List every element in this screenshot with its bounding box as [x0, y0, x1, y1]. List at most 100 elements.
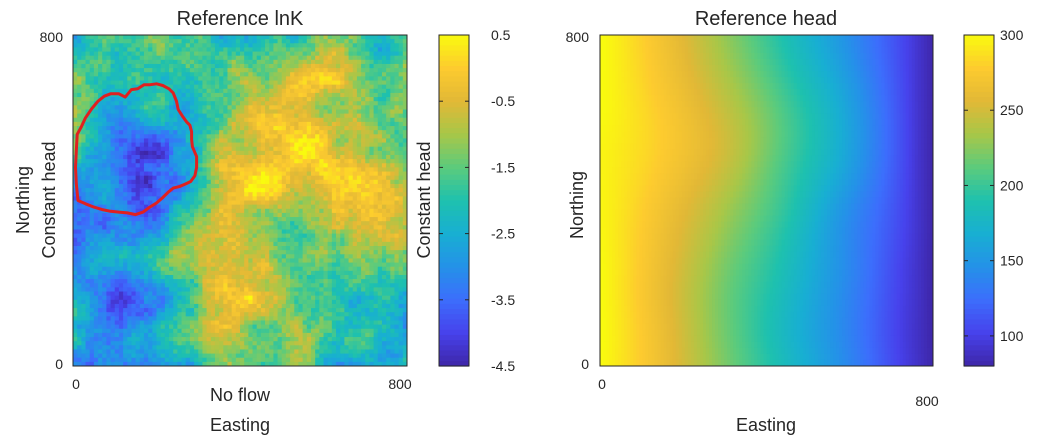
- lnk-cell: [189, 196, 195, 202]
- lnk-cell: [248, 196, 254, 202]
- lnk-cell: [298, 134, 304, 140]
- lnk-cell: [148, 43, 153, 49]
- lnk-cell: [269, 287, 274, 293]
- lnk-cell: [290, 97, 295, 102]
- lnk-cell: [319, 138, 325, 144]
- lnk-cell: [285, 258, 291, 264]
- lnk-cell: [315, 188, 320, 193]
- lnk-cell: [265, 208, 270, 214]
- lnk-cell: [223, 138, 229, 144]
- lnk-cell: [156, 76, 162, 82]
- lnk-cell: [118, 76, 124, 82]
- lnk-cell: [302, 68, 308, 73]
- lnk-cell: [394, 72, 400, 77]
- lnk-cell: [169, 192, 174, 197]
- lnk-cell: [148, 97, 153, 102]
- lnk-cell: [73, 88, 78, 94]
- lnk-cell: [148, 154, 153, 160]
- lnk-cell: [110, 142, 116, 148]
- lnk-cell: [248, 274, 254, 280]
- lnk-cell: [102, 163, 107, 168]
- lnk-cell: [252, 68, 258, 73]
- lnk-cell: [231, 76, 237, 82]
- lnk-cell: [202, 254, 208, 260]
- lnk-cell: [402, 229, 407, 235]
- lnk-cell: [369, 233, 375, 239]
- lnk-cell: [73, 134, 78, 140]
- lnk-cell: [164, 146, 170, 152]
- lnk-cell: [210, 188, 216, 193]
- lnk-cell: [194, 200, 199, 206]
- lnk-cell: [369, 138, 375, 144]
- lnk-cell: [369, 97, 375, 102]
- lnk-cell: [173, 72, 178, 77]
- lnk-cell: [290, 179, 295, 185]
- lnk-cell: [194, 237, 199, 243]
- lnk-cell: [265, 121, 270, 127]
- lnk-cell: [235, 51, 241, 57]
- lnk-cell: [169, 126, 174, 131]
- lnk-cell: [89, 237, 95, 243]
- lnk-cell: [194, 130, 199, 135]
- lnk-cell: [331, 192, 337, 197]
- lnk-cell: [323, 47, 329, 53]
- lnk-cell: [169, 80, 174, 86]
- lnk-cell: [390, 154, 396, 160]
- lnk-cell: [81, 279, 87, 284]
- lnk-cell: [265, 101, 270, 106]
- lnk-cell: [315, 204, 320, 210]
- lnk-cell: [89, 188, 95, 193]
- lnk-cell: [344, 283, 350, 288]
- lnk-cell: [281, 258, 287, 264]
- lnk-cell: [310, 192, 316, 197]
- lnk-cell: [152, 76, 158, 82]
- lnk-cell: [160, 88, 166, 94]
- lnk-cell: [361, 150, 366, 156]
- lnk-cell: [114, 200, 120, 206]
- lnk-cell: [390, 212, 396, 218]
- lnk-cell: [181, 171, 187, 177]
- lnk-cell: [386, 163, 391, 168]
- lnk-cell: [127, 47, 133, 53]
- lnk-cell: [198, 159, 204, 164]
- lnk-cell: [93, 126, 99, 131]
- lnk-cell: [281, 39, 287, 44]
- lnk-cell: [73, 59, 78, 65]
- lnk-cell: [260, 76, 266, 82]
- lnk-cell: [110, 126, 116, 131]
- lnk-cell: [185, 175, 191, 181]
- lnk-cell: [185, 188, 191, 193]
- lnk-cell: [386, 229, 391, 235]
- lnk-cell: [131, 217, 137, 222]
- lnk-cell: [223, 59, 229, 65]
- lnk-cell: [194, 246, 199, 251]
- lnk-cell: [214, 130, 220, 135]
- lnk-cell: [114, 35, 120, 40]
- lnk-cell: [143, 221, 149, 226]
- lnk-cell: [369, 105, 375, 111]
- lnk-cell: [402, 274, 407, 280]
- lnk-cell: [98, 154, 103, 160]
- lnk-cell: [152, 138, 158, 144]
- lnk-cell: [302, 196, 308, 202]
- lnk-cell: [340, 159, 345, 164]
- lnk-cell: [185, 97, 191, 102]
- lnk-cell: [210, 43, 216, 49]
- lnk-cell: [365, 237, 371, 243]
- lnk-cell: [361, 138, 366, 144]
- lnk-cell: [143, 279, 149, 284]
- lnk-cell: [281, 97, 287, 102]
- lnk-cell: [231, 225, 237, 231]
- lnk-cell: [235, 254, 241, 260]
- lnk-cell: [210, 225, 216, 231]
- lnk-cell: [273, 246, 279, 251]
- lnk-cell: [340, 130, 345, 135]
- lnk-cell: [223, 208, 229, 214]
- lnk-cell: [139, 217, 145, 222]
- lnk-cell: [185, 59, 191, 65]
- lnk-cell: [118, 250, 124, 255]
- lnk-cell: [194, 35, 199, 40]
- lnk-cell: [231, 159, 237, 164]
- lnk-cell: [127, 212, 133, 218]
- lnk-cell: [110, 270, 116, 276]
